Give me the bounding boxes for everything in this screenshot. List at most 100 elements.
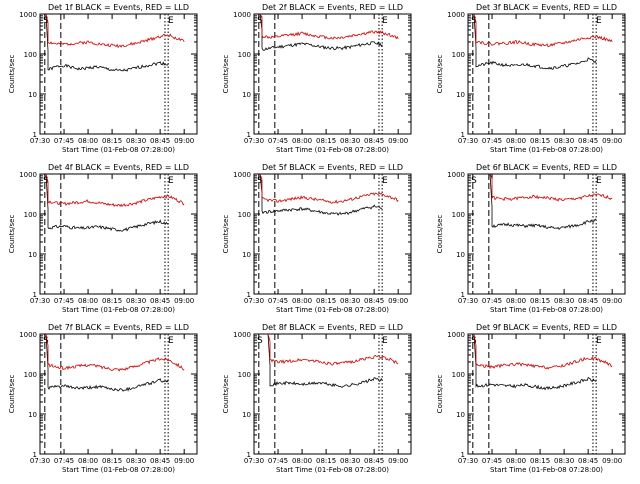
- x-tick-label: 07:45: [54, 297, 74, 305]
- plot-panel-7: Det 7f BLACK = Events, RED = LLD 1 10 100 10…: [8, 323, 198, 474]
- y-tick-label: 1: [461, 291, 465, 299]
- y-tick-label: 1: [33, 451, 37, 459]
- x-tick-label: 08:45: [578, 457, 598, 465]
- x-tick-label: 08:15: [530, 297, 550, 305]
- y-tick-label: 1: [247, 131, 251, 139]
- plot-frame: [467, 13, 626, 135]
- x-tick-label: 07:30: [244, 457, 264, 465]
- y-tick-label: 100: [24, 371, 37, 379]
- plot-frame: [253, 13, 412, 135]
- events-series-line: [45, 13, 169, 72]
- y-tick-label: 1000: [233, 11, 251, 19]
- plot-panel-2: Det 2f BLACK = Events, RED = LLD 1 10 100 10…: [222, 3, 412, 154]
- start-marker-label: S: [257, 16, 263, 26]
- end-marker-label: E: [168, 336, 174, 346]
- x-tick-label: 09:00: [388, 457, 408, 465]
- x-tick-label: 08:00: [506, 137, 526, 145]
- y-axis-label: Counts/sec: [222, 215, 230, 254]
- y-tick-label: 1: [33, 291, 37, 299]
- end-marker-label: E: [168, 176, 174, 186]
- end-marker-label: E: [382, 176, 388, 186]
- x-tick-label: 08:15: [530, 457, 550, 465]
- plot-panel-4: Det 4f BLACK = Events, RED = LLD 1 10 100 10…: [8, 163, 198, 314]
- end-marker-label: E: [382, 336, 388, 346]
- x-tick-label: 09:00: [602, 297, 622, 305]
- events-series-line: [45, 333, 169, 392]
- y-tick-label: 100: [238, 371, 251, 379]
- end-marker-label: E: [382, 16, 388, 26]
- x-tick-label: 08:00: [506, 457, 526, 465]
- x-axis-label: Start Time (01-Feb-08 07:28:00): [62, 466, 175, 474]
- x-axis-label: Start Time (01-Feb-08 07:28:00): [490, 146, 603, 154]
- x-axis-label: Start Time (01-Feb-08 07:28:00): [276, 306, 389, 314]
- y-tick-label: 10: [456, 411, 465, 419]
- plot-frame: [467, 173, 626, 295]
- x-tick-label: 08:15: [316, 297, 336, 305]
- y-axis-label: Counts/sec: [222, 55, 230, 94]
- x-tick-label: 09:00: [388, 297, 408, 305]
- x-tick-label: 08:30: [340, 457, 360, 465]
- plot-title: Det 7f BLACK = Events, RED = LLD: [48, 323, 189, 332]
- x-tick-label: 07:45: [482, 137, 502, 145]
- y-tick-label: 1000: [447, 11, 465, 19]
- lld-series-line: [473, 13, 613, 48]
- y-tick-label: 10: [242, 251, 251, 259]
- x-tick-label: 08:45: [578, 137, 598, 145]
- x-tick-label: 08:15: [102, 457, 122, 465]
- y-tick-label: 100: [24, 211, 37, 219]
- y-tick-label: 1: [33, 131, 37, 139]
- start-marker-label: S: [471, 176, 477, 186]
- plot-panel-9: Det 9f BLACK = Events, RED = LLD 1 10 100 10…: [436, 323, 626, 474]
- y-tick-label: 1000: [19, 11, 37, 19]
- x-tick-label: 08:15: [530, 137, 550, 145]
- plot-panel-1: Det 1f BLACK = Events, RED = LLD 1 10 100 10…: [8, 3, 198, 154]
- x-tick-label: 08:00: [506, 297, 526, 305]
- y-axis-label: Counts/sec: [436, 375, 444, 414]
- y-tick-label: 1: [461, 131, 465, 139]
- x-tick-label: 07:45: [54, 137, 74, 145]
- x-axis-label: Start Time (01-Feb-08 07:28:00): [276, 146, 389, 154]
- y-axis-label: Counts/sec: [222, 375, 230, 414]
- x-tick-label: 08:45: [364, 137, 384, 145]
- y-tick-label: 10: [242, 411, 251, 419]
- start-marker-label: S: [471, 336, 477, 346]
- y-tick-label: 1000: [447, 171, 465, 179]
- x-tick-label: 07:30: [458, 457, 478, 465]
- start-marker-label: S: [257, 176, 263, 186]
- events-series-line: [489, 173, 597, 230]
- y-tick-label: 1000: [19, 331, 37, 339]
- x-tick-label: 08:45: [150, 137, 170, 145]
- lld-series-line: [473, 333, 613, 370]
- lld-series-line: [45, 173, 185, 208]
- plot-frame: [39, 173, 198, 295]
- y-tick-label: 100: [238, 51, 251, 59]
- plot-title: Det 3f BLACK = Events, RED = LLD: [476, 3, 617, 12]
- lld-series-line: [259, 173, 399, 204]
- lld-series-line: [267, 333, 399, 366]
- x-tick-label: 07:30: [244, 137, 264, 145]
- start-marker-label: S: [43, 336, 49, 346]
- x-tick-label: 08:45: [578, 297, 598, 305]
- x-tick-label: 09:00: [174, 137, 194, 145]
- x-tick-label: 08:15: [102, 297, 122, 305]
- plot-frame: [39, 13, 198, 135]
- start-marker-label: S: [257, 336, 263, 346]
- plot-title: Det 1f BLACK = Events, RED = LLD: [48, 3, 189, 12]
- y-tick-label: 1000: [447, 331, 465, 339]
- y-tick-label: 10: [28, 411, 37, 419]
- x-axis-label: Start Time (01-Feb-08 07:28:00): [62, 306, 175, 314]
- end-marker-label: E: [596, 16, 602, 26]
- x-tick-label: 08:00: [78, 297, 98, 305]
- x-tick-label: 07:45: [482, 297, 502, 305]
- x-tick-label: 09:00: [388, 137, 408, 145]
- y-tick-label: 1: [247, 451, 251, 459]
- x-tick-label: 07:30: [244, 297, 264, 305]
- x-tick-label: 07:30: [30, 297, 50, 305]
- x-tick-label: 07:45: [482, 457, 502, 465]
- x-tick-label: 07:30: [30, 457, 50, 465]
- plot-panel-8: Det 8f BLACK = Events, RED = LLD 1 10 100 10…: [222, 323, 412, 474]
- x-tick-label: 08:30: [554, 297, 574, 305]
- plot-title: Det 9f BLACK = Events, RED = LLD: [476, 323, 617, 332]
- y-tick-label: 100: [452, 371, 465, 379]
